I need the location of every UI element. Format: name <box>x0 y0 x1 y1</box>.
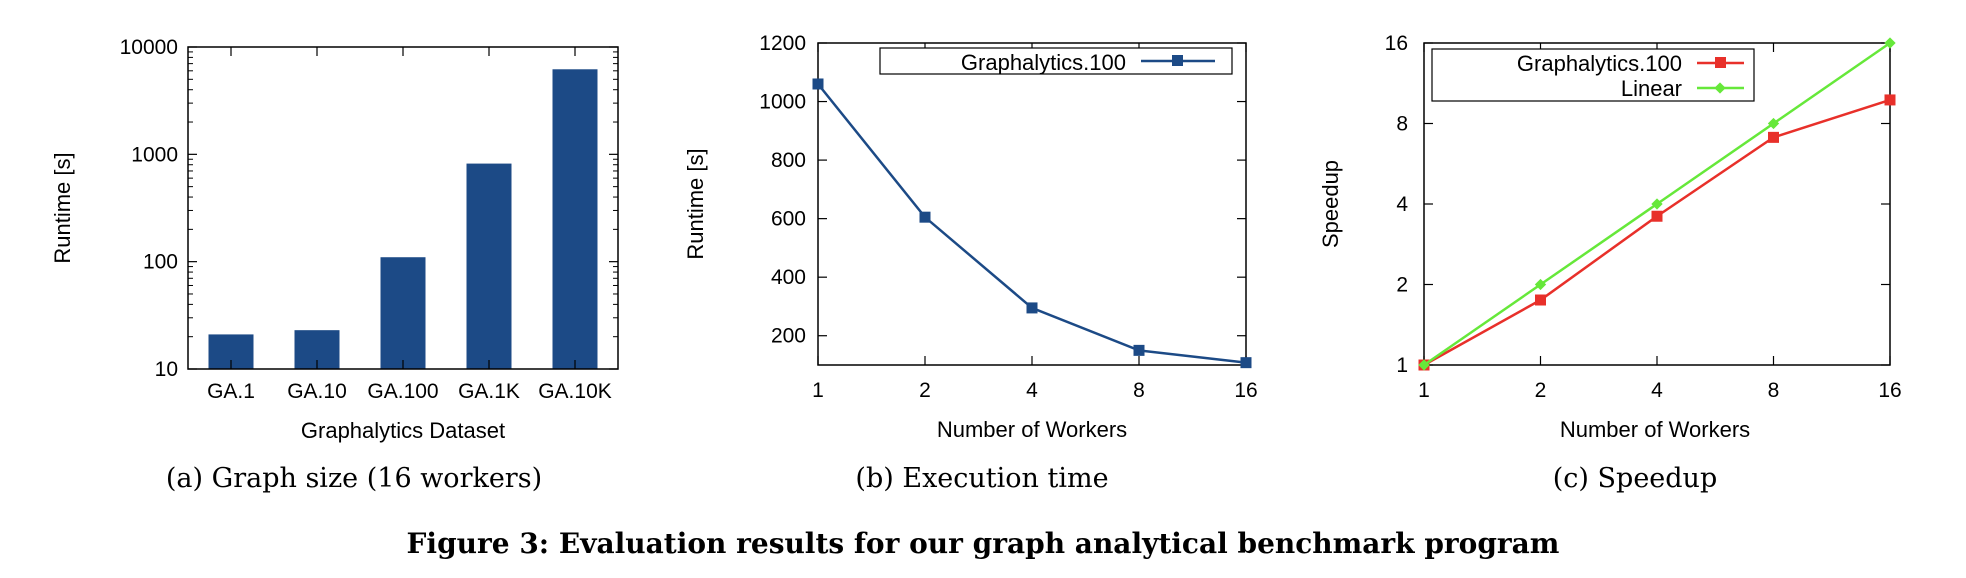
legend-label: Graphalytics.100 <box>1517 51 1682 76</box>
legend-label: Linear <box>1621 76 1682 101</box>
y-axis-label: Speedup <box>1318 160 1343 248</box>
y-tick-label: 16 <box>1385 32 1408 55</box>
x-tick-label: 2 <box>919 379 931 402</box>
x-tick-label: GA.100 <box>367 380 438 403</box>
data-point <box>1026 302 1038 314</box>
data-point <box>1884 37 1896 49</box>
x-tick-label: 16 <box>1234 379 1257 402</box>
data-point <box>1418 359 1430 371</box>
y-tick-label: 1000 <box>131 143 178 166</box>
legend-swatch-marker <box>1172 55 1183 66</box>
figure-caption: Figure 3: Evaluation results for our gra… <box>407 527 1560 560</box>
x-tick-label: 8 <box>1768 379 1780 402</box>
y-tick-label: 4 <box>1396 193 1408 216</box>
data-point <box>1133 344 1145 356</box>
x-tick-label: GA.1 <box>207 380 255 403</box>
y-tick-label: 10 <box>155 358 178 381</box>
y-tick-label: 1 <box>1396 354 1408 377</box>
data-point <box>1651 210 1663 222</box>
plot-frame <box>817 42 1247 366</box>
chart-graph-size: 10 100 1000 10000 GA.1 GA.10 GA.100 GA.1K GA.10K… <box>50 36 619 494</box>
data-point <box>1651 198 1663 210</box>
data-point <box>919 211 931 223</box>
subfigure-caption: (b) Execution time <box>855 463 1108 494</box>
series-line <box>1423 98 1891 367</box>
subfigure-caption: (c) Speedup <box>1553 463 1717 494</box>
x-tick-label: GA.10K <box>538 380 612 403</box>
y-tick-label: 600 <box>771 208 806 231</box>
y-tick-label: 400 <box>771 266 806 289</box>
data-point <box>1884 94 1896 106</box>
x-tick-label: GA.1K <box>458 380 520 403</box>
y-axis-label: Runtime [s] <box>50 152 75 263</box>
series-line <box>817 83 1247 364</box>
data-point <box>1767 117 1780 130</box>
data-point <box>1240 357 1252 369</box>
x-tick-label: 1 <box>1418 379 1430 402</box>
y-tick-label: 10000 <box>120 36 178 59</box>
chart-speedup: 1 2 4 8 16 1 2 4 8 16 Graphalytics.100 Linear Num… <box>1318 32 1902 494</box>
y-tick-label: 8 <box>1396 113 1408 136</box>
x-tick-label: 16 <box>1878 379 1901 402</box>
legend-label: Graphalytics.100 <box>961 50 1126 75</box>
x-tick-label: 8 <box>1133 379 1145 402</box>
x-tick-label: 2 <box>1535 379 1547 402</box>
legend: Graphalytics.100 <box>879 47 1233 75</box>
y-tick-label: 1000 <box>759 91 806 114</box>
data-point <box>1768 131 1779 143</box>
x-axis-label: Number of Workers <box>937 417 1127 442</box>
data-point <box>1535 294 1546 306</box>
y-tick-label: 100 <box>143 251 178 274</box>
y-tick-label: 2 <box>1396 274 1408 297</box>
y-tick-label: 800 <box>771 149 806 172</box>
bar <box>380 257 426 369</box>
x-tick-label: 4 <box>1651 379 1663 402</box>
x-tick-label: GA.10 <box>287 380 347 403</box>
legend-swatch-marker <box>1715 57 1726 68</box>
legend-box <box>1431 48 1755 102</box>
bar <box>552 69 598 369</box>
y-tick-label: 1200 <box>759 32 806 55</box>
data-point <box>1534 278 1547 291</box>
legend-swatch-marker <box>1714 82 1726 94</box>
chart-execution-time: 200 400 600 800 1000 1200 1 2 4 8 16 Graphalytics.… <box>683 32 1258 494</box>
x-tick-label: 4 <box>1026 379 1038 402</box>
x-tick-label: 1 <box>812 379 824 402</box>
x-axis-label: Number of Workers <box>1560 417 1750 442</box>
y-tick-label: 200 <box>771 325 806 348</box>
subfigure-caption: (a) Graph size (16 workers) <box>166 463 542 494</box>
data-point <box>812 78 824 90</box>
x-axis-label: Graphalytics Dataset <box>301 418 505 443</box>
bar <box>466 163 512 369</box>
legend: Graphalytics.100 Linear <box>1431 48 1755 102</box>
y-axis-label: Runtime [s] <box>683 148 708 259</box>
